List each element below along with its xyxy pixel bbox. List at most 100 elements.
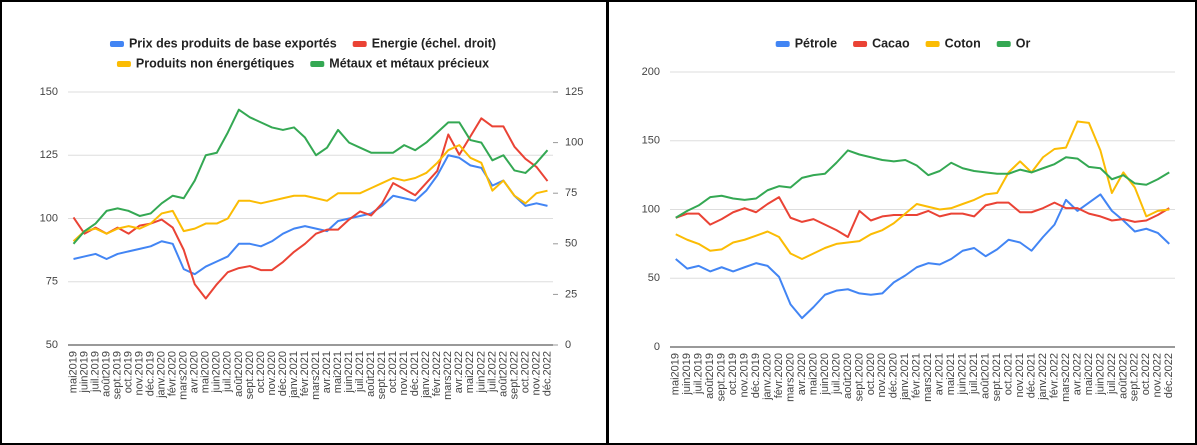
- x-tick-label: sept.2022: [1129, 353, 1141, 401]
- x-tick-label: sept.2021: [376, 351, 388, 399]
- legend-label: Or: [1016, 36, 1031, 50]
- x-tick-label: mai2021: [945, 353, 957, 395]
- legend-label: Métaux et métaux précieux: [329, 56, 489, 70]
- x-tick-label: sept.2021: [991, 353, 1003, 401]
- x-tick-label: nov.2020: [876, 353, 888, 397]
- x-tick-label: oct.2020: [865, 353, 877, 395]
- x-tick-label: déc.2020: [277, 351, 289, 396]
- x-tick-label: oct.2020: [255, 351, 267, 393]
- series-line: [72, 144, 548, 243]
- series-line: [675, 149, 1170, 219]
- x-tick-label: juin2022: [475, 351, 487, 394]
- legend-row: Prix des produits de base exportés Energi…: [109, 36, 496, 50]
- x-tick-label: mai2022: [464, 351, 476, 393]
- x-tick-label: juin2020: [211, 351, 223, 394]
- x-tick-label: déc.2019: [145, 351, 157, 396]
- x-tick-label: nov.2019: [739, 353, 751, 397]
- y-tick-label: 0: [654, 341, 660, 353]
- x-tick-label: mars2020: [784, 353, 796, 402]
- legend-label: Pétrole: [795, 36, 837, 50]
- legend-label: Coton: [945, 36, 981, 50]
- x-tick-label: juil.2020: [830, 353, 842, 395]
- x-tick-label: août2020: [842, 353, 854, 399]
- x-tick-label: janv.2020: [761, 353, 773, 401]
- x-tick-label: déc.2022: [1163, 353, 1175, 398]
- series-line: [675, 193, 1170, 320]
- x-tick-label: févr.2020: [773, 353, 785, 398]
- x-tick-label: août2022: [1117, 353, 1129, 399]
- x-tick-label: nov.2019: [134, 351, 146, 395]
- x-tick-label: juil.2022: [486, 351, 498, 393]
- x-tick-label: juil.2021: [968, 353, 980, 395]
- x-tick-label: août2021: [365, 351, 377, 397]
- x-tick-label: juil.2019: [89, 351, 101, 393]
- y2-tick-label: 25: [565, 288, 577, 300]
- x-tick-label: sept.2020: [853, 353, 865, 401]
- x-tick-label: oct.2019: [123, 351, 135, 393]
- x-tick-label: janv.2021: [288, 351, 300, 399]
- x-tick-label: juin2021: [957, 353, 969, 396]
- y2-tick-label: 50: [565, 238, 577, 250]
- x-tick-label: juil.2019: [693, 353, 705, 395]
- x-tick-label: déc.2020: [888, 353, 900, 398]
- y-tick-label: 100: [642, 203, 660, 215]
- x-tick-label: mai2019: [670, 353, 682, 395]
- legend-label: Produits non énergétiques: [136, 56, 294, 70]
- y2-tick-label: 100: [565, 137, 583, 149]
- series-line: [73, 154, 548, 276]
- legend-swatch: [109, 41, 124, 47]
- x-tick-label: juil.2021: [354, 351, 366, 393]
- x-tick-label: déc.2022: [541, 351, 553, 396]
- x-tick-label: déc.2021: [409, 351, 421, 396]
- x-tick-label: avr.2022: [453, 351, 465, 393]
- chart: 50 75 100 125 150 0 25 50 75 100 125 mai2019 juin201…: [40, 36, 584, 400]
- x-tick-label: juin2019: [78, 351, 90, 394]
- x-tick-label: juin2022: [1094, 353, 1106, 396]
- x-tick-label: févr.2021: [299, 351, 311, 396]
- series-line: [72, 108, 549, 245]
- x-tick-label: mai2020: [807, 353, 819, 395]
- x-tick-label: sept.2019: [112, 351, 124, 399]
- legend-label: Prix des produits de base exportés: [129, 36, 337, 50]
- x-tick-label: févr.2022: [1048, 353, 1060, 398]
- x-tick-label: avr.2020: [796, 353, 808, 395]
- y-tick-label: 50: [46, 339, 58, 351]
- x-tick-label: avr.2021: [321, 351, 333, 393]
- x-tick-label: mars2021: [922, 353, 934, 402]
- x-tick-label: oct.2019: [727, 353, 739, 395]
- x-tick-label: juin2019: [681, 353, 693, 396]
- x-tick-label: oct.2021: [1002, 353, 1014, 395]
- legend-swatch: [853, 41, 868, 47]
- legend-swatch: [925, 41, 940, 47]
- x-tick-label: janv.2021: [899, 353, 911, 401]
- legend-swatch: [352, 41, 367, 47]
- legend-row: Pétrole Cacao Coton Or: [775, 36, 1031, 50]
- x-tick-label: avr.2020: [189, 351, 201, 393]
- x-tick-label: déc.2019: [750, 353, 762, 398]
- divider: [606, 0, 609, 445]
- y-tick-label: 150: [642, 135, 660, 147]
- x-tick-label: mai2022: [1083, 353, 1095, 395]
- x-tick-label: mai2021: [332, 351, 344, 393]
- x-tick-label: oct.2022: [519, 351, 531, 393]
- x-tick-label: sept.2020: [244, 351, 256, 399]
- x-tick-label: mars2022: [1060, 353, 1072, 402]
- x-tick-label: avr.2022: [1071, 353, 1083, 395]
- y-tick-label: 150: [40, 86, 58, 98]
- x-tick-label: août2019: [704, 353, 716, 399]
- y2-tick-label: 75: [565, 187, 577, 199]
- x-tick-label: mai2020: [200, 351, 212, 393]
- x-tick-label: nov.2020: [266, 351, 278, 395]
- legend-label: Cacao: [872, 36, 910, 50]
- x-tick-label: juil.2022: [1106, 353, 1118, 395]
- x-tick-label: août2019: [100, 351, 112, 397]
- x-tick-label: oct.2021: [387, 351, 399, 393]
- x-tick-label: sept.2022: [508, 351, 520, 399]
- x-tick-label: juin2021: [343, 351, 355, 394]
- x-tick-label: déc.2021: [1025, 353, 1037, 398]
- x-tick-label: nov.2022: [1152, 353, 1164, 397]
- y-tick-label: 100: [40, 212, 58, 224]
- x-tick-label: mars2022: [442, 351, 454, 400]
- x-tick-label: avr.2021: [934, 353, 946, 395]
